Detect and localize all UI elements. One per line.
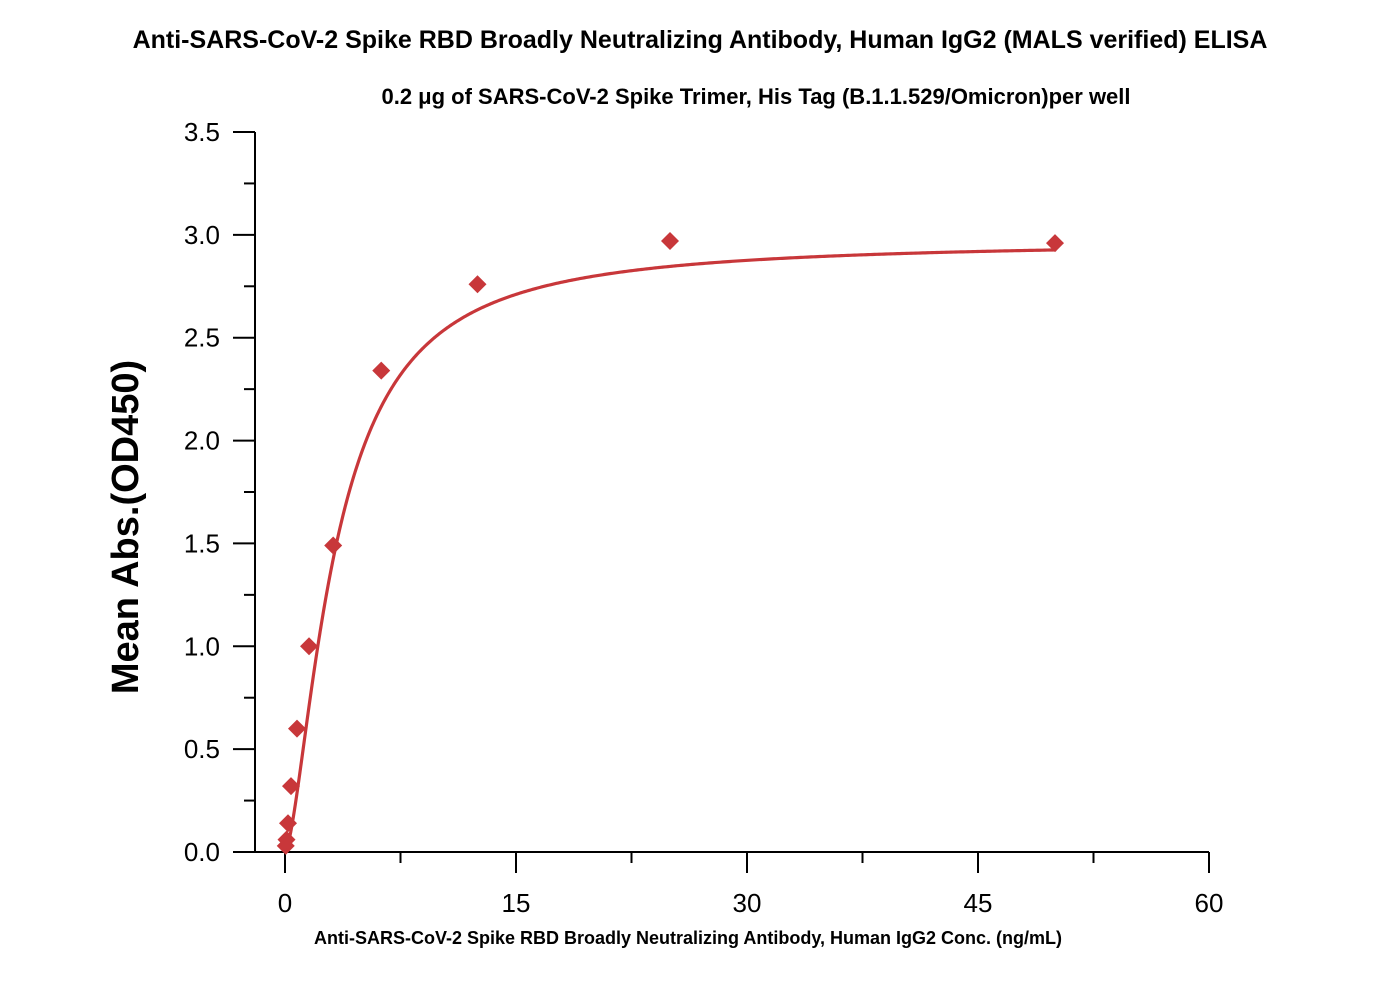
data-point-diamond	[300, 637, 319, 656]
y-axis-label: Mean Abs.(OD450)	[105, 360, 147, 694]
data-point-diamond	[288, 719, 307, 738]
x-tick-label: 60	[1195, 888, 1224, 918]
y-tick-label: 3.5	[184, 117, 220, 147]
x-tick-label: 30	[733, 888, 762, 918]
data-point-diamond	[277, 830, 296, 849]
data-point-diamond	[324, 536, 343, 555]
data-point-diamond	[279, 814, 298, 833]
data-point-diamond	[282, 777, 301, 796]
chart-title: Anti-SARS-CoV-2 Spike RBD Broadly Neutra…	[132, 26, 1268, 54]
y-tick-label: 0.0	[184, 837, 220, 867]
fit-curve-line	[284, 248, 1057, 853]
data-point-diamond	[661, 232, 679, 251]
x-axis-label: Anti-SARS-CoV-2 Spike RBD Broadly Neutra…	[314, 928, 1062, 948]
data-points-layer	[276, 232, 1064, 855]
chart-subtitle: 0.2 μg of SARS-CoV-2 Spike Trimer, His T…	[381, 84, 1131, 109]
data-point-diamond	[1046, 234, 1064, 253]
axes: 0.0 0.5 1.0 1.5 2.0 2.5 3.0 3.5 0 15 30 45 60	[184, 117, 1224, 918]
y-tick-label: 3.0	[184, 220, 220, 250]
data-point-diamond	[468, 275, 487, 294]
y-tick-label: 1.0	[184, 631, 220, 661]
y-tick-label: 2.5	[184, 323, 220, 353]
x-tick-label: 15	[502, 888, 531, 918]
data-point-diamond	[372, 361, 391, 380]
x-tick-label: 45	[964, 888, 993, 918]
y-tick-label: 0.5	[184, 734, 220, 764]
x-tick-label: 0	[278, 888, 292, 918]
y-tick-label: 2.0	[184, 426, 220, 456]
fit-curve-layer	[284, 248, 1057, 853]
y-tick-label: 1.5	[184, 528, 220, 558]
